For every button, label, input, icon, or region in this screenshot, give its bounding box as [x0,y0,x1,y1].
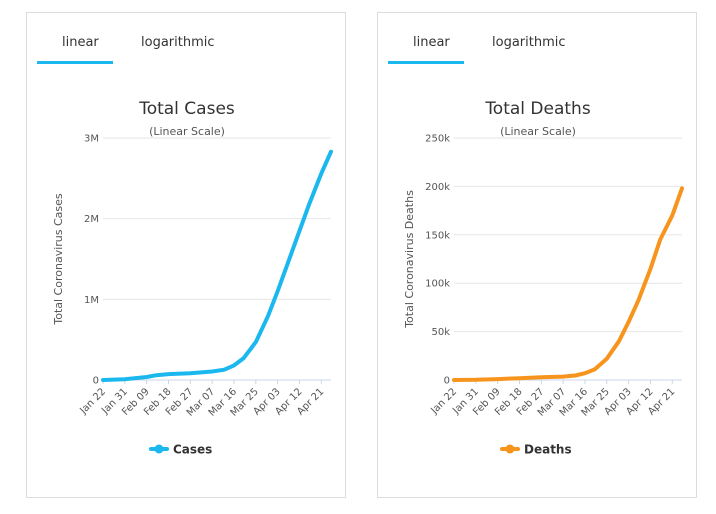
y-tick-label: 100k [425,279,450,290]
tab-linear[interactable]: linear [413,35,450,50]
deaths-line-chart: Total Deaths (Linear Scale) 0 50k 100k 150k 20… [403,99,684,457]
y-tick-label: 0 [93,376,99,387]
legend-item[interactable]: Deaths [500,443,572,457]
tab-logarithmic[interactable]: logarithmic [492,35,566,50]
y-tick-label: 150k [425,230,450,241]
legend-label: Cases [173,443,212,457]
y-axis-label: Total Coronavirus Deaths [403,190,416,329]
active-tab-indicator [388,61,464,64]
legend-marker-symbol [505,444,515,454]
legend-marker-symbol [154,444,164,454]
y-tick-label: 250k [425,134,450,145]
active-tab-indicator [37,61,113,64]
legend-item[interactable]: Cases [149,443,212,457]
series-line [101,149,333,382]
y-tick-label: 50k [431,327,450,338]
tab-linear[interactable]: linear [62,35,99,50]
y-tick-label: 200k [425,182,450,193]
chart-subtitle: (Linear Scale) [500,125,576,138]
scale-tabs: linear logarithmic [388,13,688,65]
legend-label: Deaths [524,443,572,457]
chart-title: Total Cases [138,99,235,119]
y-tick-label: 1M [84,295,99,306]
y-tick-label: 2M [84,214,99,225]
tab-logarithmic[interactable]: logarithmic [141,35,215,50]
cases-chart-panel: linear logarithmic Total Cases (Linear Sc… [26,12,346,498]
deaths-chart-panel: linear logarithmic Total Deaths (Linear S… [377,12,697,498]
y-axis-label: Total Coronavirus Cases [52,193,65,326]
scale-tabs: linear logarithmic [37,13,337,65]
y-tick-label: 3M [84,134,99,145]
chart-title: Total Deaths [484,99,591,119]
cases-line-chart: Total Cases (Linear Scale) 0 1M 2M 3M Total Co… [52,99,333,457]
series-line [452,186,684,382]
chart-subtitle: (Linear Scale) [149,125,225,138]
y-tick-label: 0 [444,376,450,387]
